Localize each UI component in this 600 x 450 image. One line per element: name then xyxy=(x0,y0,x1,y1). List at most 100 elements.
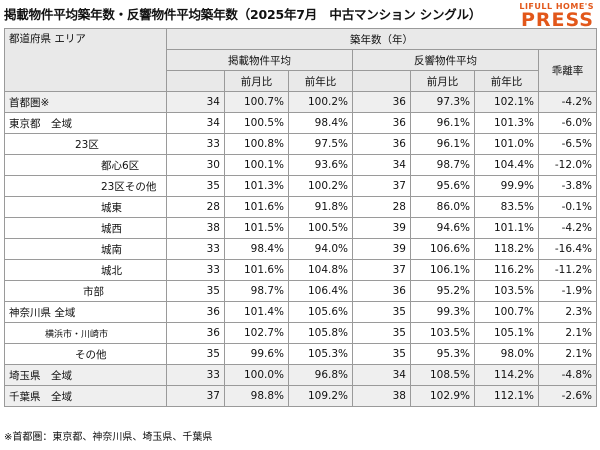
gap-rate-cell: -0.1% xyxy=(537,196,598,218)
listing-age-cell: 34 xyxy=(166,112,225,134)
table-row: その他 35 99.6% 105.3% 35 95.3% 98.0% 2.1% xyxy=(4,343,598,365)
gap-rate-cell: 2.3% xyxy=(537,301,598,323)
response-yoy-cell: 114.2% xyxy=(474,364,539,386)
response-mom-cell: 95.6% xyxy=(410,175,475,197)
response-age-cell: 38 xyxy=(352,385,411,407)
listing-age-cell: 38 xyxy=(166,217,225,239)
area-name: 城西 xyxy=(4,217,167,239)
table-row: 23区その他 35 101.3% 100.2% 37 95.6% 99.9% -3.8% xyxy=(4,175,598,197)
response-age-cell: 36 xyxy=(352,280,411,302)
response-yoy-cell: 103.5% xyxy=(474,280,539,302)
listing-age-cell: 34 xyxy=(166,91,225,113)
table-row: 神奈川県 全域 36 101.4% 105.6% 35 99.3% 100.7% 2.3% xyxy=(4,301,598,323)
listing-yoy-cell: 100.2% xyxy=(288,91,353,113)
gap-rate-cell: 2.1% xyxy=(537,322,598,344)
listing-age-cell: 28 xyxy=(166,196,225,218)
area-name: 城東 xyxy=(4,196,167,218)
listing-age-cell: 33 xyxy=(166,238,225,260)
listing-yoy-cell: 96.8% xyxy=(288,364,353,386)
listing-mom-cell: 101.6% xyxy=(224,196,289,218)
listing-mom-cell: 100.0% xyxy=(224,364,289,386)
area-name: 市部 xyxy=(4,280,167,302)
response-age-cell: 36 xyxy=(352,133,411,155)
response-age-cell: 35 xyxy=(352,322,411,344)
listing-mom-cell: 98.8% xyxy=(224,385,289,407)
listing-yoy-cell: 100.2% xyxy=(288,175,353,197)
listing-yoy-cell: 106.4% xyxy=(288,280,353,302)
response-mom-cell: 96.1% xyxy=(410,112,475,134)
response-yoy-cell: 83.5% xyxy=(474,196,539,218)
response-age-cell: 34 xyxy=(352,154,411,176)
response-mom-cell: 95.2% xyxy=(410,280,475,302)
listing-yoy-cell: 105.6% xyxy=(288,301,353,323)
gap-rate-cell: -2.6% xyxy=(537,385,598,407)
listing-age-cell: 36 xyxy=(166,301,225,323)
area-name: 23区 xyxy=(4,133,167,155)
response-age-cell: 36 xyxy=(352,91,411,113)
area-name: 23区その他 xyxy=(4,175,167,197)
response-age-cell: 37 xyxy=(352,175,411,197)
gap-header: 乖離率 xyxy=(537,49,598,92)
listing-yoy-cell: 105.3% xyxy=(288,343,353,365)
listing-mom-cell: 98.4% xyxy=(224,238,289,260)
header-row-1: 都道府県 エリア 築年数（年） xyxy=(4,28,598,92)
response-mom-cell: 106.1% xyxy=(410,259,475,281)
listing-yoy-cell: 109.2% xyxy=(288,385,353,407)
listing-age-cell: 35 xyxy=(166,175,225,197)
response-mom-cell: 97.3% xyxy=(410,91,475,113)
area-name: その他 xyxy=(4,343,167,365)
response-mom-header: 前月比 xyxy=(410,70,475,92)
listing-mom-cell: 98.7% xyxy=(224,280,289,302)
listing-mom-cell: 99.6% xyxy=(224,343,289,365)
gap-rate-cell: -4.2% xyxy=(537,217,598,239)
age-header: 築年数（年） xyxy=(165,28,598,50)
listing-age-cell: 33 xyxy=(166,364,225,386)
listing-yoy-cell: 91.8% xyxy=(288,196,353,218)
response-yoy-cell: 99.9% xyxy=(474,175,539,197)
table-row: 埼玉県 全域 33 100.0% 96.8% 34 108.5% 114.2% -4.8% xyxy=(4,364,598,386)
response-age-cell: 34 xyxy=(352,364,411,386)
response-mom-cell: 86.0% xyxy=(410,196,475,218)
response-header: 反響物件平均 xyxy=(352,49,539,71)
response-yoy-cell: 118.2% xyxy=(474,238,539,260)
response-yoy-cell: 101.1% xyxy=(474,217,539,239)
table-row: 23区 33 100.8% 97.5% 36 96.1% 101.0% -6.5% xyxy=(4,133,598,155)
listing-yoy-cell: 104.8% xyxy=(288,259,353,281)
response-yoy-cell: 116.2% xyxy=(474,259,539,281)
logo-main-text: PRESS xyxy=(520,9,594,31)
response-age-cell: 39 xyxy=(352,217,411,239)
listing-mom-cell: 100.1% xyxy=(224,154,289,176)
table-row: 横浜市・川崎市 36 102.7% 105.8% 35 103.5% 105.1% 2.1% xyxy=(4,322,598,344)
response-yoy-cell: 101.0% xyxy=(474,133,539,155)
gap-rate-cell: 2.1% xyxy=(537,343,598,365)
response-mom-cell: 98.7% xyxy=(410,154,475,176)
listing-age-cell: 35 xyxy=(166,343,225,365)
listing-yoy-cell: 100.5% xyxy=(288,217,353,239)
listing-age-cell: 33 xyxy=(166,133,225,155)
gap-rate-cell: -1.9% xyxy=(537,280,598,302)
response-yoy-cell: 112.1% xyxy=(474,385,539,407)
table-row: 城西 38 101.5% 100.5% 39 94.6% 101.1% -4.2% xyxy=(4,217,598,239)
response-yoy-cell: 101.3% xyxy=(474,112,539,134)
gap-rate-cell: -11.2% xyxy=(537,259,598,281)
response-mom-cell: 102.9% xyxy=(410,385,475,407)
listing-yoy-cell: 98.4% xyxy=(288,112,353,134)
listing-age-cell: 35 xyxy=(166,280,225,302)
response-mom-cell: 108.5% xyxy=(410,364,475,386)
response-age-cell: 35 xyxy=(352,301,411,323)
area-name: 横浜市・川崎市 xyxy=(4,322,167,344)
area-name: 城北 xyxy=(4,259,167,281)
listing-mom-cell: 100.7% xyxy=(224,91,289,113)
listing-yoy-cell: 97.5% xyxy=(288,133,353,155)
response-mom-cell: 103.5% xyxy=(410,322,475,344)
response-age-cell: 39 xyxy=(352,238,411,260)
table-row: 首都圏※ 34 100.7% 100.2% 36 97.3% 102.1% -4.2% xyxy=(4,91,598,113)
listing-mom-cell: 100.5% xyxy=(224,112,289,134)
listing-mom-cell: 102.7% xyxy=(224,322,289,344)
age-table: 都道府県 エリア 築年数（年） 掲載物件平均 反響物件平均 乖離率 前月比 前年… xyxy=(4,28,598,407)
listing-age-cell: 30 xyxy=(166,154,225,176)
table-row: 都心6区 30 100.1% 93.6% 34 98.7% 104.4% -12.0% xyxy=(4,154,598,176)
response-yoy-cell: 104.4% xyxy=(474,154,539,176)
response-age-cell: 37 xyxy=(352,259,411,281)
listing-mom-header: 前月比 xyxy=(224,70,289,92)
